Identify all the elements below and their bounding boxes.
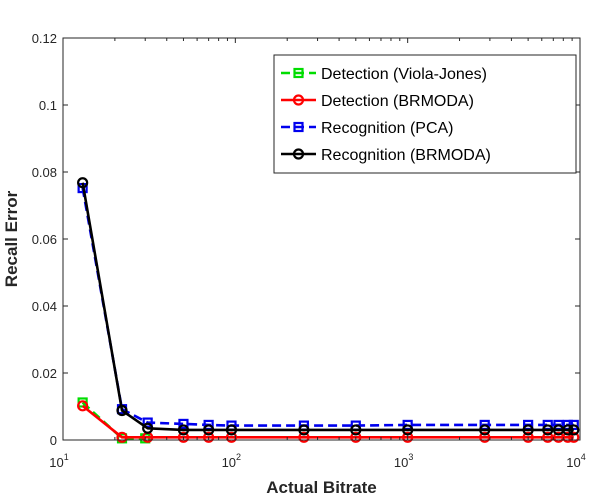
axis-ticks bbox=[62, 37, 580, 441]
legend-label: Recognition (BRMODA) bbox=[321, 147, 491, 164]
data-point-marker bbox=[225, 424, 238, 436]
x-tick-label: 103 bbox=[394, 452, 413, 470]
data-point-marker bbox=[116, 431, 128, 443]
y-tick-label: 0.06 bbox=[32, 232, 57, 247]
x-axis-title: Actual Bitrate bbox=[266, 478, 377, 497]
data-point-marker bbox=[402, 424, 414, 436]
x-tick-label-exponent: 2 bbox=[236, 452, 241, 462]
series-4 bbox=[77, 177, 580, 436]
data-point-marker bbox=[298, 431, 310, 443]
y-axis-tick-labels: 0 0.02 0.04 0.06 0.08 0.1 0.12 bbox=[32, 31, 57, 448]
data-point-marker bbox=[142, 422, 154, 434]
x-tick-label-exponent: 3 bbox=[408, 452, 413, 462]
data-point-marker bbox=[522, 431, 534, 443]
legend-label: Detection (Viola-Jones) bbox=[321, 66, 487, 83]
data-point-marker bbox=[203, 431, 215, 443]
data-point-marker bbox=[479, 431, 491, 443]
data-point-marker bbox=[562, 424, 574, 436]
x-tick-label-base: 10 bbox=[222, 455, 236, 470]
x-tick-label: 104 bbox=[566, 452, 585, 470]
x-tick-label-base: 10 bbox=[394, 455, 408, 470]
x-axis-tick-labels: 101 102 103 104 bbox=[49, 452, 585, 470]
legend-marker-sample bbox=[293, 67, 304, 79]
data-point-marker bbox=[542, 431, 554, 443]
data-point-marker bbox=[298, 424, 310, 436]
legend-box bbox=[273, 54, 577, 174]
data-point-marker bbox=[542, 424, 554, 436]
y-tick-label: 0.12 bbox=[32, 31, 57, 46]
data-point-marker bbox=[178, 418, 189, 430]
y-tick-label: 0.04 bbox=[32, 299, 57, 314]
y-tick-label: 0 bbox=[50, 433, 57, 448]
y-tick-label: 0.02 bbox=[32, 366, 57, 381]
data-point-marker bbox=[522, 424, 534, 436]
legend-label: Recognition (PCA) bbox=[321, 120, 454, 137]
data-point-marker bbox=[350, 431, 362, 443]
legend-marker-sample bbox=[293, 121, 304, 133]
x-tick-label: 101 bbox=[49, 452, 68, 470]
data-point-marker bbox=[177, 431, 190, 443]
x-tick-label-exponent: 1 bbox=[64, 452, 69, 462]
data-point-marker bbox=[568, 431, 580, 443]
data-point-marker bbox=[177, 424, 190, 436]
legend-marker-sample bbox=[292, 148, 305, 160]
data-point-marker bbox=[77, 177, 89, 189]
x-tick-label-exponent: 4 bbox=[581, 452, 586, 462]
data-point-marker bbox=[479, 424, 491, 436]
y-tick-label: 0.08 bbox=[32, 165, 57, 180]
data-point-marker bbox=[77, 400, 89, 412]
legend-label: Detection (BRMODA) bbox=[321, 93, 474, 110]
data-point-marker bbox=[568, 424, 580, 436]
y-tick-label: 0.1 bbox=[39, 98, 57, 113]
series-line bbox=[81, 401, 146, 440]
x-tick-label: 102 bbox=[222, 452, 241, 470]
series-layer bbox=[77, 177, 580, 444]
data-point-marker bbox=[116, 404, 128, 417]
x-tick-label-base: 10 bbox=[566, 455, 580, 470]
x-tick-label-base: 10 bbox=[49, 455, 63, 470]
data-point-marker bbox=[402, 431, 414, 443]
legend-marker-sample bbox=[292, 94, 305, 106]
data-point-marker bbox=[350, 424, 362, 436]
y-axis-title: Recall Error bbox=[2, 190, 21, 287]
data-point-marker bbox=[142, 417, 153, 428]
chart-legend: Detection (Viola-Jones) Detection (BRMODA… bbox=[273, 54, 577, 174]
data-point-marker bbox=[203, 424, 215, 436]
